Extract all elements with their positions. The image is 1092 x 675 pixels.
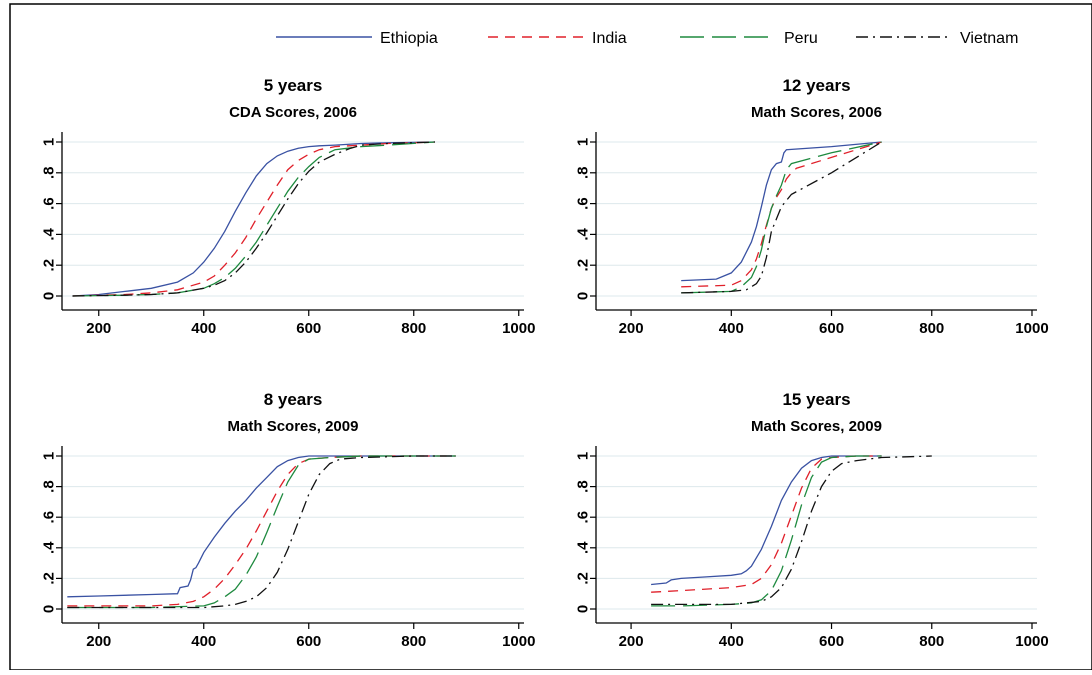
x-tick-label: 800 — [919, 320, 944, 337]
series-line-india — [67, 455, 456, 607]
y-tick-label: 1 — [40, 452, 57, 460]
y-tick-label: .2 — [40, 259, 57, 272]
legend: Ethiopia India Peru Vietnam — [276, 30, 1018, 47]
series-line-vietnam — [72, 141, 435, 297]
x-tick-label: 800 — [401, 320, 426, 337]
panel-subtitle: CDA Scores, 2006 — [229, 104, 357, 121]
y-tick-label: .2 — [574, 572, 591, 585]
series-line-ethiopia — [72, 141, 435, 297]
series-line-ethiopia — [681, 141, 882, 282]
y-tick-label: .6 — [574, 511, 591, 524]
chart-panel-4: 15 years Math Scores, 2009 0 .2 .4 .6 .8 1 200 40… — [574, 390, 1048, 650]
x-tick-label: 400 — [719, 320, 744, 337]
series-line-vietnam — [651, 455, 932, 606]
x-tick-label: 200 — [619, 633, 644, 650]
x-tick-label: 600 — [296, 320, 321, 337]
y-tick-label: .4 — [40, 227, 57, 240]
legend-label-vietnam: Vietnam — [960, 30, 1018, 47]
x-tick-label: 400 — [719, 633, 744, 650]
y-tick-label: 0 — [40, 605, 57, 613]
y-tick-label: .4 — [40, 541, 57, 554]
panel-title: 15 years — [782, 390, 850, 409]
x-tick-label: 800 — [401, 633, 426, 650]
y-tick-label: .8 — [574, 167, 591, 180]
x-tick-label: 400 — [191, 320, 216, 337]
x-tick-label: 1000 — [1015, 633, 1048, 650]
x-tick-label: 1000 — [502, 320, 535, 337]
series-line-vietnam — [681, 141, 882, 294]
panel-subtitle: Math Scores, 2009 — [751, 418, 882, 435]
x-tick-label: 1000 — [502, 633, 535, 650]
panel-subtitle: Math Scores, 2009 — [228, 418, 359, 435]
chart-panel-1: 5 years CDA Scores, 2006 0 .2 .4 .6 .8 1 200 400 6… — [40, 76, 535, 337]
outer-border — [9, 3, 1092, 671]
y-tick-label: .6 — [40, 197, 57, 210]
y-tick-label: .8 — [40, 480, 57, 493]
x-tick-label: 200 — [86, 320, 111, 337]
chart-panel-3: 8 years Math Scores, 2009 0 .2 .4 .6 .8 1 200 400… — [40, 390, 535, 650]
y-tick-label: 0 — [40, 292, 57, 300]
legend-label-india: India — [592, 30, 627, 47]
panel-title: 5 years — [264, 76, 323, 95]
y-tick-label: .6 — [574, 197, 591, 210]
y-tick-label: .8 — [40, 167, 57, 180]
y-tick-label: 0 — [574, 605, 591, 613]
chart-panel-2: 12 years Math Scores, 2006 0 .2 .4 .6 .8 1 200 40… — [574, 76, 1048, 337]
y-tick-label: .8 — [574, 480, 591, 493]
y-tick-label: .4 — [574, 227, 591, 240]
y-tick-label: .4 — [574, 541, 591, 554]
x-tick-label: 600 — [819, 320, 844, 337]
y-tick-label: 0 — [574, 292, 591, 300]
legend-label-ethiopia: Ethiopia — [380, 30, 438, 47]
chart-panels: 5 years CDA Scores, 2006 0 .2 .4 .6 .8 1 200 400 6… — [40, 76, 1048, 650]
y-tick-label: .2 — [574, 259, 591, 272]
y-tick-label: 1 — [574, 452, 591, 460]
y-tick-label: 1 — [40, 138, 57, 146]
x-tick-label: 1000 — [1015, 320, 1048, 337]
series-line-peru — [67, 455, 456, 609]
panel-title: 8 years — [264, 390, 323, 409]
panel-subtitle: Math Scores, 2006 — [751, 104, 882, 121]
series-line-india — [72, 141, 435, 297]
series-line-ethiopia — [67, 455, 456, 598]
x-tick-label: 200 — [86, 633, 111, 650]
y-tick-label: .6 — [40, 511, 57, 524]
series-line-vietnam — [67, 455, 456, 609]
y-tick-label: .2 — [40, 572, 57, 585]
x-tick-label: 400 — [191, 633, 216, 650]
x-tick-label: 600 — [819, 633, 844, 650]
x-tick-label: 800 — [919, 633, 944, 650]
series-line-peru — [72, 141, 435, 297]
x-tick-label: 600 — [296, 633, 321, 650]
series-line-peru — [681, 141, 882, 294]
panel-title: 12 years — [782, 76, 850, 95]
legend-label-peru: Peru — [784, 30, 818, 47]
y-tick-label: 1 — [574, 138, 591, 146]
x-tick-label: 200 — [619, 320, 644, 337]
series-line-ethiopia — [651, 455, 882, 586]
